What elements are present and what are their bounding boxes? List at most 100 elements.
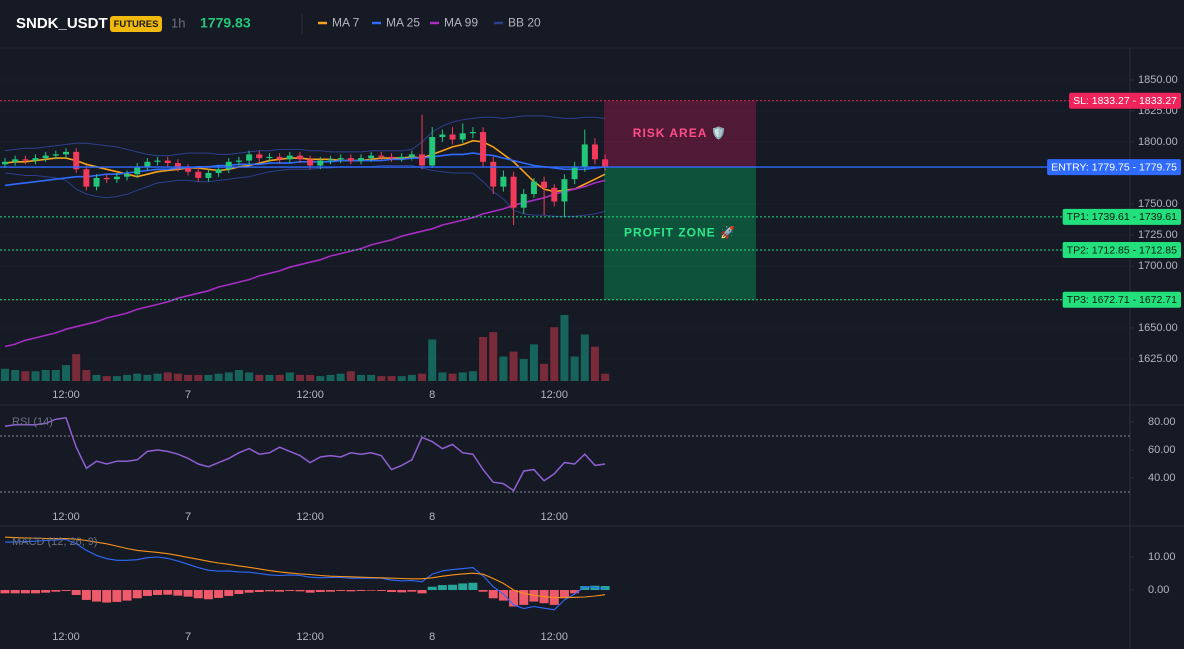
histogram-bar [295, 590, 305, 592]
interval[interactable]: 1h [171, 15, 185, 30]
volume-bar [275, 374, 284, 381]
candle-body [195, 171, 202, 178]
volume-bar [377, 376, 386, 381]
candle-body [22, 159, 29, 161]
volume-bar [550, 327, 559, 381]
candle-body [510, 176, 517, 208]
candle-body [225, 161, 232, 170]
legend-label: MA 99 [444, 16, 478, 30]
histogram-bar [397, 590, 407, 593]
histogram-bar [570, 590, 580, 594]
histogram-bar [376, 590, 386, 592]
candle-body [276, 156, 283, 160]
x-tick-label: 12:00 [296, 631, 324, 643]
histogram-bar [163, 590, 173, 595]
candle-body [246, 154, 253, 161]
market-badge: FUTURES [114, 19, 159, 30]
histogram-bar [519, 590, 529, 605]
y-tick-label: 1725.00 [1138, 229, 1178, 241]
candle-body [144, 161, 151, 167]
volume-bar [0, 368, 9, 381]
volume-bar [529, 344, 538, 381]
candle-body [530, 181, 537, 195]
x-tick-label: 12:00 [52, 389, 80, 401]
candle-body [337, 158, 344, 160]
level-label: SL: 1833.27 - 1833.27 [1073, 95, 1177, 107]
histogram-bar [142, 590, 152, 596]
candle-body [429, 137, 436, 166]
candle-body [571, 166, 578, 180]
volume-bar [184, 374, 193, 381]
ma-line [4, 139, 606, 193]
zone-label: PROFIT ZONE 🚀 [624, 226, 736, 240]
volume-bar [448, 373, 457, 381]
rsi-line [4, 416, 606, 492]
candle-body [266, 156, 273, 159]
volume-bar [540, 363, 549, 381]
candle-body [256, 154, 263, 159]
last-price: 1779.83 [200, 15, 251, 31]
candle-body [419, 154, 426, 166]
candle-body [12, 159, 19, 162]
volume-bar [428, 339, 437, 381]
ma-line [4, 179, 606, 348]
legend-label: MA 7 [332, 16, 360, 30]
level-badge [1062, 208, 1181, 225]
y-tick-label: 1650.00 [1138, 322, 1178, 334]
candle-body [52, 154, 59, 156]
volume-bar [387, 376, 396, 381]
histogram-bar [193, 590, 203, 599]
candle-body [500, 176, 507, 187]
histogram-bar [559, 590, 569, 599]
volume-bar [468, 371, 477, 381]
volume-bar [285, 372, 294, 381]
candle-body [63, 151, 70, 155]
volume-bar [295, 374, 304, 381]
volume-bar [173, 373, 182, 381]
volume-bar [357, 374, 366, 381]
histogram-bar [0, 590, 10, 594]
volume-bar [31, 371, 40, 381]
candle-body [398, 156, 405, 159]
volume-bar [214, 373, 223, 381]
histogram-bar [427, 586, 437, 591]
symbol[interactable]: SNDK_USDT [16, 15, 108, 32]
histogram-bar [10, 590, 20, 594]
histogram-bar [437, 585, 447, 591]
level-label: TP3: 1672.71 - 1672.71 [1067, 294, 1177, 306]
volume-bar [519, 359, 528, 381]
candle-body [32, 158, 39, 161]
ma-line [4, 152, 606, 187]
volume-bar [11, 370, 20, 381]
candle-body [561, 179, 568, 202]
volume-bar [62, 365, 71, 381]
volume-bar [499, 356, 508, 381]
candle-body [164, 160, 171, 164]
candle-body [388, 156, 395, 159]
x-tick-label: 8 [429, 389, 435, 401]
histogram-bar [234, 590, 244, 594]
candle-body [42, 155, 49, 159]
volume-bar [601, 373, 610, 381]
candle-body [581, 144, 588, 167]
x-tick-label: 12:00 [541, 511, 569, 523]
volume-bar [346, 371, 355, 381]
histogram-bar [417, 590, 427, 594]
volume-bar [306, 374, 315, 381]
histogram-bar [275, 590, 285, 592]
histogram-bar [244, 590, 254, 593]
candle-body [591, 144, 598, 160]
histogram-bar [336, 590, 346, 592]
level-badge [1047, 159, 1181, 176]
candle-body [602, 159, 609, 167]
y-tick-label: 1700.00 [1138, 260, 1178, 272]
candle-body [469, 132, 476, 134]
histogram-bar [458, 583, 468, 591]
volume-bar [407, 374, 416, 381]
histogram-bar [41, 590, 51, 593]
histogram-bar [214, 590, 224, 598]
histogram-bar [387, 590, 397, 593]
histogram-bar [509, 590, 519, 607]
candle-body [205, 172, 212, 178]
volume-bar [133, 373, 142, 381]
